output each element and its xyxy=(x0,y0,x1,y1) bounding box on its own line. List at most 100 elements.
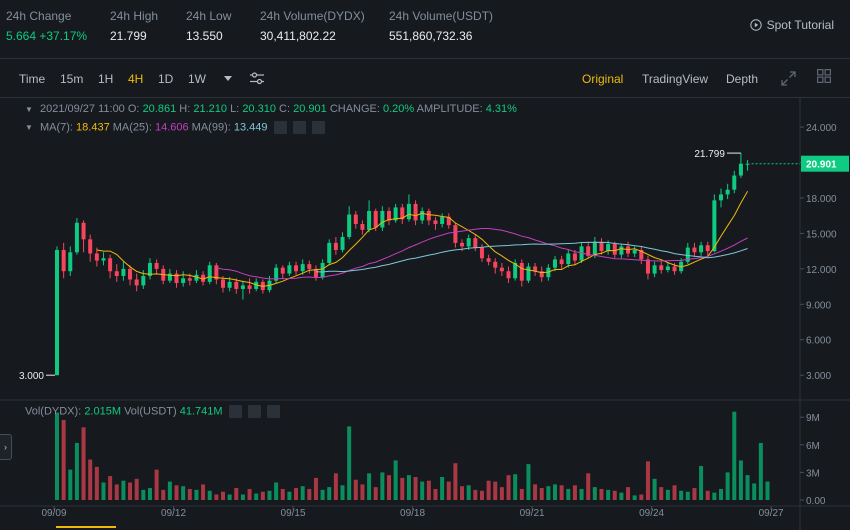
candle-body xyxy=(307,264,312,269)
candle-body xyxy=(460,242,465,247)
volume-bar xyxy=(699,465,704,500)
volume-bar xyxy=(453,463,458,500)
candle-body xyxy=(745,163,750,165)
volume-bar xyxy=(539,488,544,500)
candle-body xyxy=(572,253,577,261)
timeframe-15m[interactable]: 15m xyxy=(60,72,84,86)
candle-body xyxy=(606,244,611,252)
volume-bar xyxy=(758,442,763,500)
volume-bar xyxy=(114,484,119,500)
volume-bar xyxy=(247,488,252,500)
side-panel-toggle[interactable]: › xyxy=(0,434,12,460)
layout-grid-icon[interactable] xyxy=(817,69,831,83)
candle-body xyxy=(553,259,557,268)
candle-body xyxy=(579,246,584,261)
view-tab-original[interactable]: Original xyxy=(582,72,624,86)
volume-bar xyxy=(479,490,484,500)
ma99-value: 13.449 xyxy=(233,121,268,134)
collapse-caret-icon[interactable]: ▼ xyxy=(25,105,33,114)
fullscreen-expand-icon[interactable] xyxy=(781,71,796,86)
candlestick-chart[interactable]: 24.00021.00018.00015.00012.0009.0006.000… xyxy=(0,98,850,530)
candle-body xyxy=(400,207,405,220)
candle-body xyxy=(387,210,391,221)
volume-bar xyxy=(187,488,192,500)
stat-label: 24h Change xyxy=(6,9,72,23)
candle-body xyxy=(55,249,59,376)
candle-body xyxy=(453,225,458,243)
volume-bar xyxy=(55,412,59,500)
stat-24h-volume-usdt: 24h Volume(USDT) 551,860,732.36 xyxy=(389,9,493,43)
timeframe-time[interactable]: Time xyxy=(19,72,46,86)
volume-visibility-icon[interactable] xyxy=(228,405,242,418)
candle-body xyxy=(280,267,285,274)
spot-tutorial-link[interactable]: Spot Tutorial xyxy=(749,18,834,32)
volume-bar xyxy=(88,459,93,500)
candle-body xyxy=(327,242,332,263)
volume-bar xyxy=(579,488,584,500)
candle-body xyxy=(247,285,252,289)
view-tab-depth[interactable]: Depth xyxy=(726,72,759,86)
candle-body xyxy=(586,246,591,256)
timeframe-1h[interactable]: 1H xyxy=(98,72,114,86)
candle-body xyxy=(353,214,358,224)
current-price-label: 20.901 xyxy=(806,160,837,171)
volume-bar xyxy=(161,489,166,500)
candle-body xyxy=(320,262,325,278)
current-price-tag xyxy=(801,155,849,172)
timeframe-1d[interactable]: 1D xyxy=(158,72,174,86)
candle-body xyxy=(612,244,617,255)
stat-value: 30,411,802.22 xyxy=(260,29,336,43)
price-tick-label: 18.000 xyxy=(806,194,837,205)
stat-value: 551,860,732.36 xyxy=(389,29,473,43)
date-tick-label: 09/21 xyxy=(520,508,545,519)
indicator-settings-icon[interactable] xyxy=(292,121,306,134)
volume-bar xyxy=(712,492,717,500)
volume-bar xyxy=(287,491,292,500)
more-timeframes-caret-icon[interactable] xyxy=(224,76,232,81)
indicator-close-icon[interactable] xyxy=(311,121,325,134)
volume-bar xyxy=(260,491,265,500)
volume-bar xyxy=(566,488,571,500)
volume-tick-label: 6M xyxy=(806,441,820,452)
vol-usdt-label: Vol(USDT) xyxy=(124,405,177,418)
candle-body xyxy=(221,279,225,288)
view-tab-tradingview[interactable]: TradingView xyxy=(642,72,709,86)
timeframe-1w[interactable]: 1W xyxy=(188,72,206,86)
spot-tutorial-label: Spot Tutorial xyxy=(766,18,834,32)
volume-info-line: Vol(DYDX): 2.015M Vol(USDT) 41.741M xyxy=(25,405,280,418)
volume-close-icon[interactable] xyxy=(266,405,280,418)
volume-bar xyxy=(426,480,431,500)
volume-bar xyxy=(167,481,172,500)
candle-body xyxy=(134,279,139,286)
date-tick-label: 09/09 xyxy=(41,508,66,519)
volume-bar xyxy=(101,482,106,500)
volume-bar xyxy=(685,491,690,500)
candle-body xyxy=(194,274,199,281)
chart-settings-icon[interactable] xyxy=(250,72,264,85)
volume-bar xyxy=(360,484,365,500)
candle-body xyxy=(533,266,538,272)
volume-bar xyxy=(307,488,312,500)
volume-bar xyxy=(719,488,723,500)
collapse-caret-icon[interactable]: ▼ xyxy=(25,123,33,133)
volume-settings-icon[interactable] xyxy=(247,405,261,418)
volume-bar xyxy=(333,473,338,500)
ma25-line xyxy=(216,228,748,280)
open-label: O: xyxy=(127,103,140,115)
price-markers: 20.901 21.799 3.000 xyxy=(19,149,849,382)
indicator-visibility-icon[interactable] xyxy=(273,121,287,134)
candle-body xyxy=(699,245,704,253)
volume-bar xyxy=(619,492,624,500)
volume-bar xyxy=(74,442,79,500)
candle-body xyxy=(300,264,305,272)
volume-bar xyxy=(280,488,285,500)
volume-bar xyxy=(526,464,531,500)
volume-bar xyxy=(499,487,504,500)
chart-toolbar: Time 15m 1H 4H 1D 1W Original TradingVie… xyxy=(0,58,850,98)
volume-bar xyxy=(513,474,518,500)
volume-bar xyxy=(752,483,757,500)
candle-body xyxy=(141,275,146,286)
timeframe-4h[interactable]: 4H xyxy=(128,72,144,86)
volume-bar xyxy=(240,494,245,500)
stat-label: 24h Volume(USDT) xyxy=(389,9,494,23)
